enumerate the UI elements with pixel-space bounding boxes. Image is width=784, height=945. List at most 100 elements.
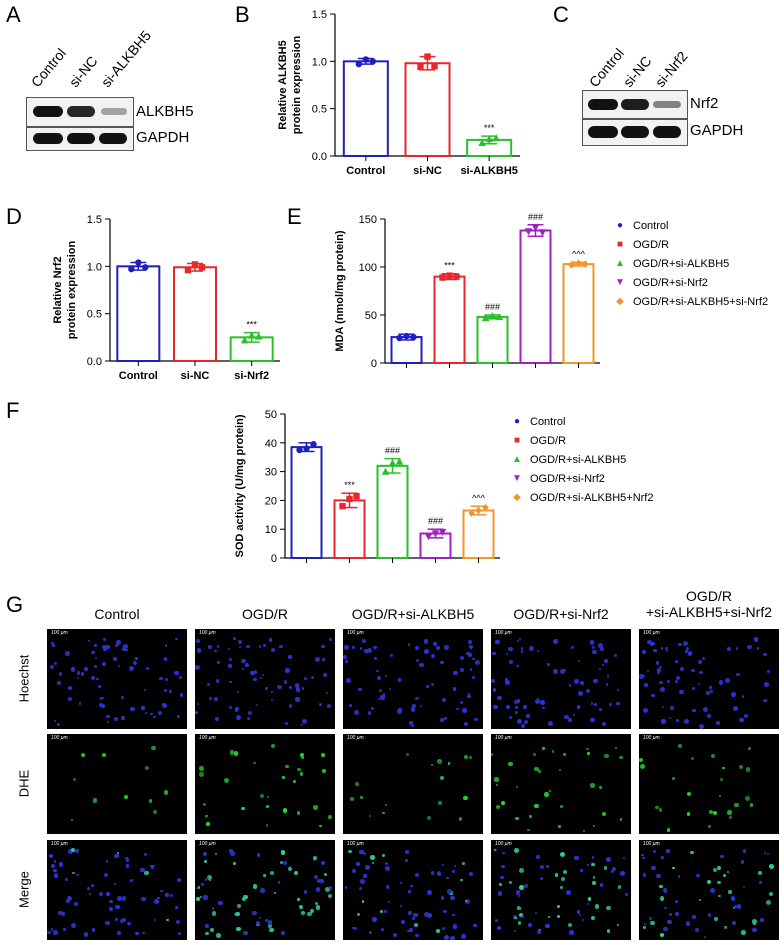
cell-dot — [299, 772, 304, 776]
cell-dot — [208, 644, 213, 649]
significance-label: *** — [344, 480, 355, 490]
cell-dot — [224, 777, 230, 783]
cell-dot — [101, 752, 107, 758]
cell-dot — [439, 717, 444, 722]
cell-dot — [415, 696, 419, 700]
cell-dot — [99, 697, 103, 700]
cell-dot — [602, 722, 607, 727]
cell-dot — [437, 760, 441, 764]
cell-dot — [413, 922, 418, 927]
cell-dot — [713, 916, 718, 921]
cell-dot — [229, 680, 232, 683]
cell-dot — [70, 818, 73, 822]
cell-dot — [556, 915, 560, 918]
cell-dot — [515, 706, 518, 709]
cell-dot — [214, 717, 219, 721]
cell-dot — [458, 817, 463, 821]
cell-dot — [86, 886, 91, 891]
cell-dot — [125, 858, 129, 862]
cell-dot — [591, 649, 597, 655]
cell-dot — [691, 687, 695, 691]
cell-dot — [273, 892, 276, 895]
cell-dot — [494, 919, 498, 923]
legend-label: OGD/R+si-Nrf2 — [530, 472, 605, 485]
cell-dot — [53, 868, 57, 873]
y-axis-label: Relative ALKBH5 — [277, 40, 289, 129]
scale-bar-label: 100 μm — [199, 630, 216, 636]
cell-dot — [270, 647, 275, 652]
cell-dot — [117, 931, 121, 935]
cell-dot — [259, 793, 265, 799]
cell-dot — [656, 873, 662, 879]
cell-dot — [603, 866, 608, 870]
cell-dot — [300, 724, 303, 727]
cell-dot — [590, 702, 593, 705]
cell-dot — [574, 855, 579, 861]
cell-dot — [376, 669, 379, 673]
cell-dot — [664, 906, 667, 910]
cell-dot — [762, 699, 765, 702]
cell-dot — [153, 715, 156, 719]
cell-dot — [293, 780, 297, 784]
cell-dot — [384, 865, 390, 871]
cell-dot — [197, 886, 201, 889]
cell-dot — [444, 645, 450, 651]
cell-dot — [600, 646, 605, 651]
cell-dot — [346, 678, 351, 683]
cell-dot — [153, 918, 157, 922]
cell-dot — [287, 654, 293, 660]
cell-dot — [236, 926, 241, 932]
cell-dot — [322, 658, 325, 661]
cell-dot — [216, 645, 219, 648]
bar — [116, 265, 161, 362]
cell-dot — [542, 706, 545, 710]
cell-dot — [643, 683, 648, 688]
cell-dot — [742, 886, 745, 889]
cell-dot — [668, 717, 671, 720]
cell-dot — [661, 705, 665, 709]
cell-dot — [452, 924, 458, 929]
cell-dot — [90, 675, 96, 681]
cell-dot — [686, 812, 691, 816]
cell-dot — [690, 756, 695, 761]
cell-dot — [519, 885, 524, 890]
y-axis-label: protein expression — [291, 36, 303, 135]
blot-strip-gapdh — [582, 119, 688, 146]
cell-dot — [242, 667, 245, 670]
cell-dot — [590, 783, 595, 788]
cell-dot — [410, 884, 414, 888]
data-point — [524, 228, 533, 236]
data-point — [240, 336, 249, 344]
x-tick-label: si-ALKBH5 — [460, 165, 517, 177]
cell-dot — [294, 871, 299, 876]
cell-dot — [70, 667, 76, 672]
cell-dot — [205, 924, 209, 928]
cell-dot — [522, 705, 527, 709]
cell-dot — [116, 851, 120, 855]
cell-dot — [568, 684, 572, 687]
diamond-marker-icon: ◆ — [513, 492, 521, 503]
cell-dot — [738, 717, 744, 723]
cell-dot — [93, 644, 97, 648]
cell-dot — [685, 650, 688, 653]
cell-dot — [205, 931, 209, 936]
cell-dot — [449, 895, 455, 901]
cell-dot — [553, 669, 558, 674]
cell-dot — [472, 657, 475, 661]
band — [588, 126, 618, 138]
cell-dot — [659, 665, 662, 669]
cell-dot — [747, 644, 752, 650]
cell-dot — [126, 864, 130, 868]
cell-dot — [115, 905, 120, 910]
cell-dot — [768, 863, 774, 869]
cell-dot — [619, 818, 623, 821]
cell-dot — [198, 765, 204, 771]
band — [588, 99, 618, 110]
cell-dot — [753, 637, 759, 643]
cell-dot — [345, 659, 349, 663]
legend-item: ▼ OGD/R+si-Nrf2 — [510, 469, 653, 488]
cell-dot — [598, 785, 602, 789]
cell-dot — [297, 898, 300, 902]
cell-dot — [389, 654, 393, 657]
data-point — [310, 441, 317, 448]
